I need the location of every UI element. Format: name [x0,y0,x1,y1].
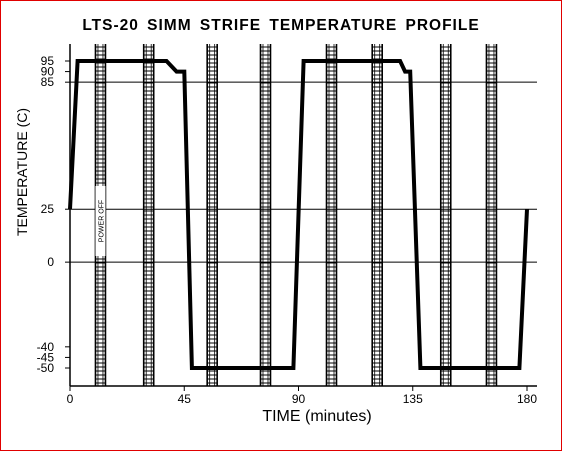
power-off-band [259,44,272,386]
power-off-label-bg [95,186,106,256]
power-off-band [142,44,155,386]
band-hatch [372,46,383,384]
x-tick-label: 180 [517,392,537,406]
band-hatch [440,46,451,384]
x-tick-label: 90 [292,392,306,406]
temperature-profile-line [68,59,529,370]
band-hatch [260,46,271,384]
power-off-band [485,44,498,386]
y-tick-label: -45 [37,350,55,364]
power-off-band [206,44,218,386]
y-tick-label: 25 [41,202,55,216]
y-tick-label: 0 [47,255,54,269]
y-tick-label: -40 [37,340,55,354]
x-tick-label: 135 [403,392,423,406]
band-hatch [326,46,337,384]
band-hatch [143,46,154,384]
x-tick-label: 45 [178,392,192,406]
y-tick-label: 90 [41,65,55,79]
y-axis-label: TEMPERATURE (C) [14,107,30,237]
chart-title: LTS-20 SIMM STRIFE TEMPERATURE PROFILE [82,17,480,34]
power-off-label: POWER OFF [98,200,105,242]
x-tick-label: 0 [67,392,74,406]
y-tick-label: 95 [41,54,55,68]
power-off-band [325,44,338,386]
band-hatch [207,46,218,384]
y-tick-label: 85 [41,75,55,89]
y-tick-label: -50 [37,361,55,375]
band-hatch [486,46,497,384]
power-off-band [371,44,384,386]
power-off-band [439,44,452,386]
x-axis-label: TIME (minutes) [262,408,372,425]
